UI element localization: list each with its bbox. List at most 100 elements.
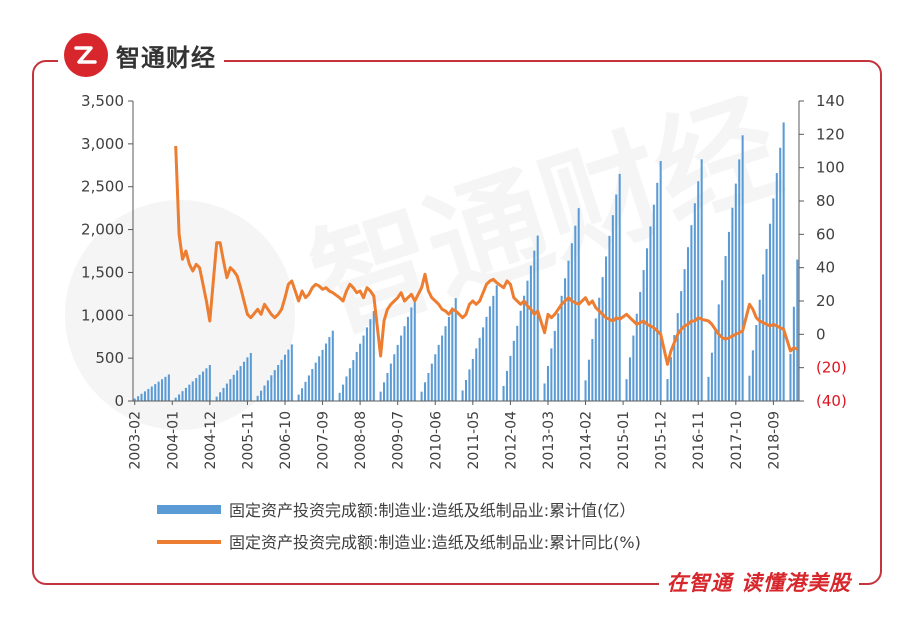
x-tick-label: 2011-05	[466, 411, 482, 470]
bar	[488, 306, 491, 401]
right-tick-label: 40	[816, 259, 835, 277]
left-tick-label: 2,500	[81, 178, 124, 196]
right-tick-label: (40)	[816, 392, 847, 410]
bar	[605, 256, 608, 401]
bar	[775, 173, 778, 401]
left-tick-label: 3,500	[81, 92, 124, 110]
bar	[260, 390, 263, 401]
bar	[430, 363, 433, 401]
bar	[731, 207, 734, 401]
bar	[369, 319, 372, 401]
x-tick-label: 2014-02	[579, 411, 595, 470]
bar	[232, 374, 235, 401]
bar	[546, 365, 549, 401]
right-tick-label: (20)	[816, 359, 847, 377]
axes	[132, 101, 800, 402]
bar	[451, 307, 454, 401]
bar	[680, 291, 683, 401]
right-tick-label: 120	[816, 125, 845, 143]
bar	[143, 391, 146, 401]
bar	[246, 357, 249, 401]
bar	[400, 335, 403, 401]
x-tick-label: 2004-01	[165, 411, 181, 470]
bar	[444, 326, 447, 401]
bar	[266, 380, 269, 401]
bar	[683, 269, 686, 401]
bar	[509, 355, 512, 401]
bar	[772, 198, 775, 401]
bar	[697, 181, 700, 401]
bar	[516, 325, 519, 401]
bar	[304, 381, 307, 401]
bar	[133, 398, 136, 401]
bar	[201, 371, 205, 401]
bar	[427, 372, 430, 401]
bar	[584, 380, 587, 401]
bar	[307, 375, 310, 401]
bar	[447, 316, 450, 401]
bar	[178, 394, 181, 401]
bar	[215, 396, 218, 401]
bar	[652, 204, 655, 401]
bar	[321, 349, 324, 401]
bar	[738, 159, 741, 401]
bar	[570, 243, 573, 401]
x-tick-label: 2007-09	[316, 411, 332, 470]
bar	[625, 379, 628, 401]
bar	[164, 376, 167, 401]
bar	[188, 384, 191, 401]
bar	[751, 350, 754, 401]
bar	[639, 291, 642, 401]
bar	[529, 265, 532, 401]
bar	[618, 173, 621, 401]
left-tick-label: 500	[95, 349, 124, 367]
bar	[225, 383, 228, 401]
bar	[222, 387, 225, 401]
bar	[659, 161, 662, 401]
bar	[167, 374, 170, 401]
bar	[594, 318, 597, 401]
bar	[441, 335, 444, 401]
bar	[174, 397, 177, 401]
bar	[386, 372, 389, 401]
bar	[710, 352, 713, 401]
x-tick-label: 2012-04	[503, 411, 519, 470]
bar	[403, 326, 406, 401]
bar	[632, 335, 635, 401]
bar	[413, 298, 416, 401]
bar	[389, 363, 392, 401]
bar	[345, 376, 348, 401]
x-tick-label: 2015-01	[616, 411, 632, 470]
bar	[236, 370, 239, 401]
left-tick-label: 0	[114, 392, 124, 410]
bar	[628, 357, 631, 401]
bar	[383, 382, 386, 401]
bar	[533, 250, 536, 401]
bar	[557, 313, 560, 401]
bar	[352, 360, 355, 401]
logo-icon	[64, 33, 108, 77]
bar	[734, 183, 737, 401]
bar	[475, 348, 478, 401]
bar	[782, 122, 785, 402]
bar	[523, 295, 526, 401]
x-tick-label: 2006-10	[278, 411, 294, 470]
bar	[492, 295, 495, 401]
x-tick-label: 2015-12	[654, 411, 670, 470]
bar	[560, 295, 563, 401]
bar	[437, 344, 440, 401]
bar	[280, 359, 283, 401]
bar	[721, 280, 724, 401]
bar	[758, 299, 761, 401]
bar	[283, 354, 287, 401]
bar	[482, 327, 485, 401]
bar	[372, 311, 375, 401]
bar	[512, 340, 515, 401]
right-tick-label: 100	[816, 159, 845, 177]
bar	[495, 285, 498, 401]
bar	[564, 278, 567, 401]
x-tick-label: 2016-11	[691, 411, 707, 470]
bar	[140, 393, 143, 401]
bar	[208, 365, 211, 401]
